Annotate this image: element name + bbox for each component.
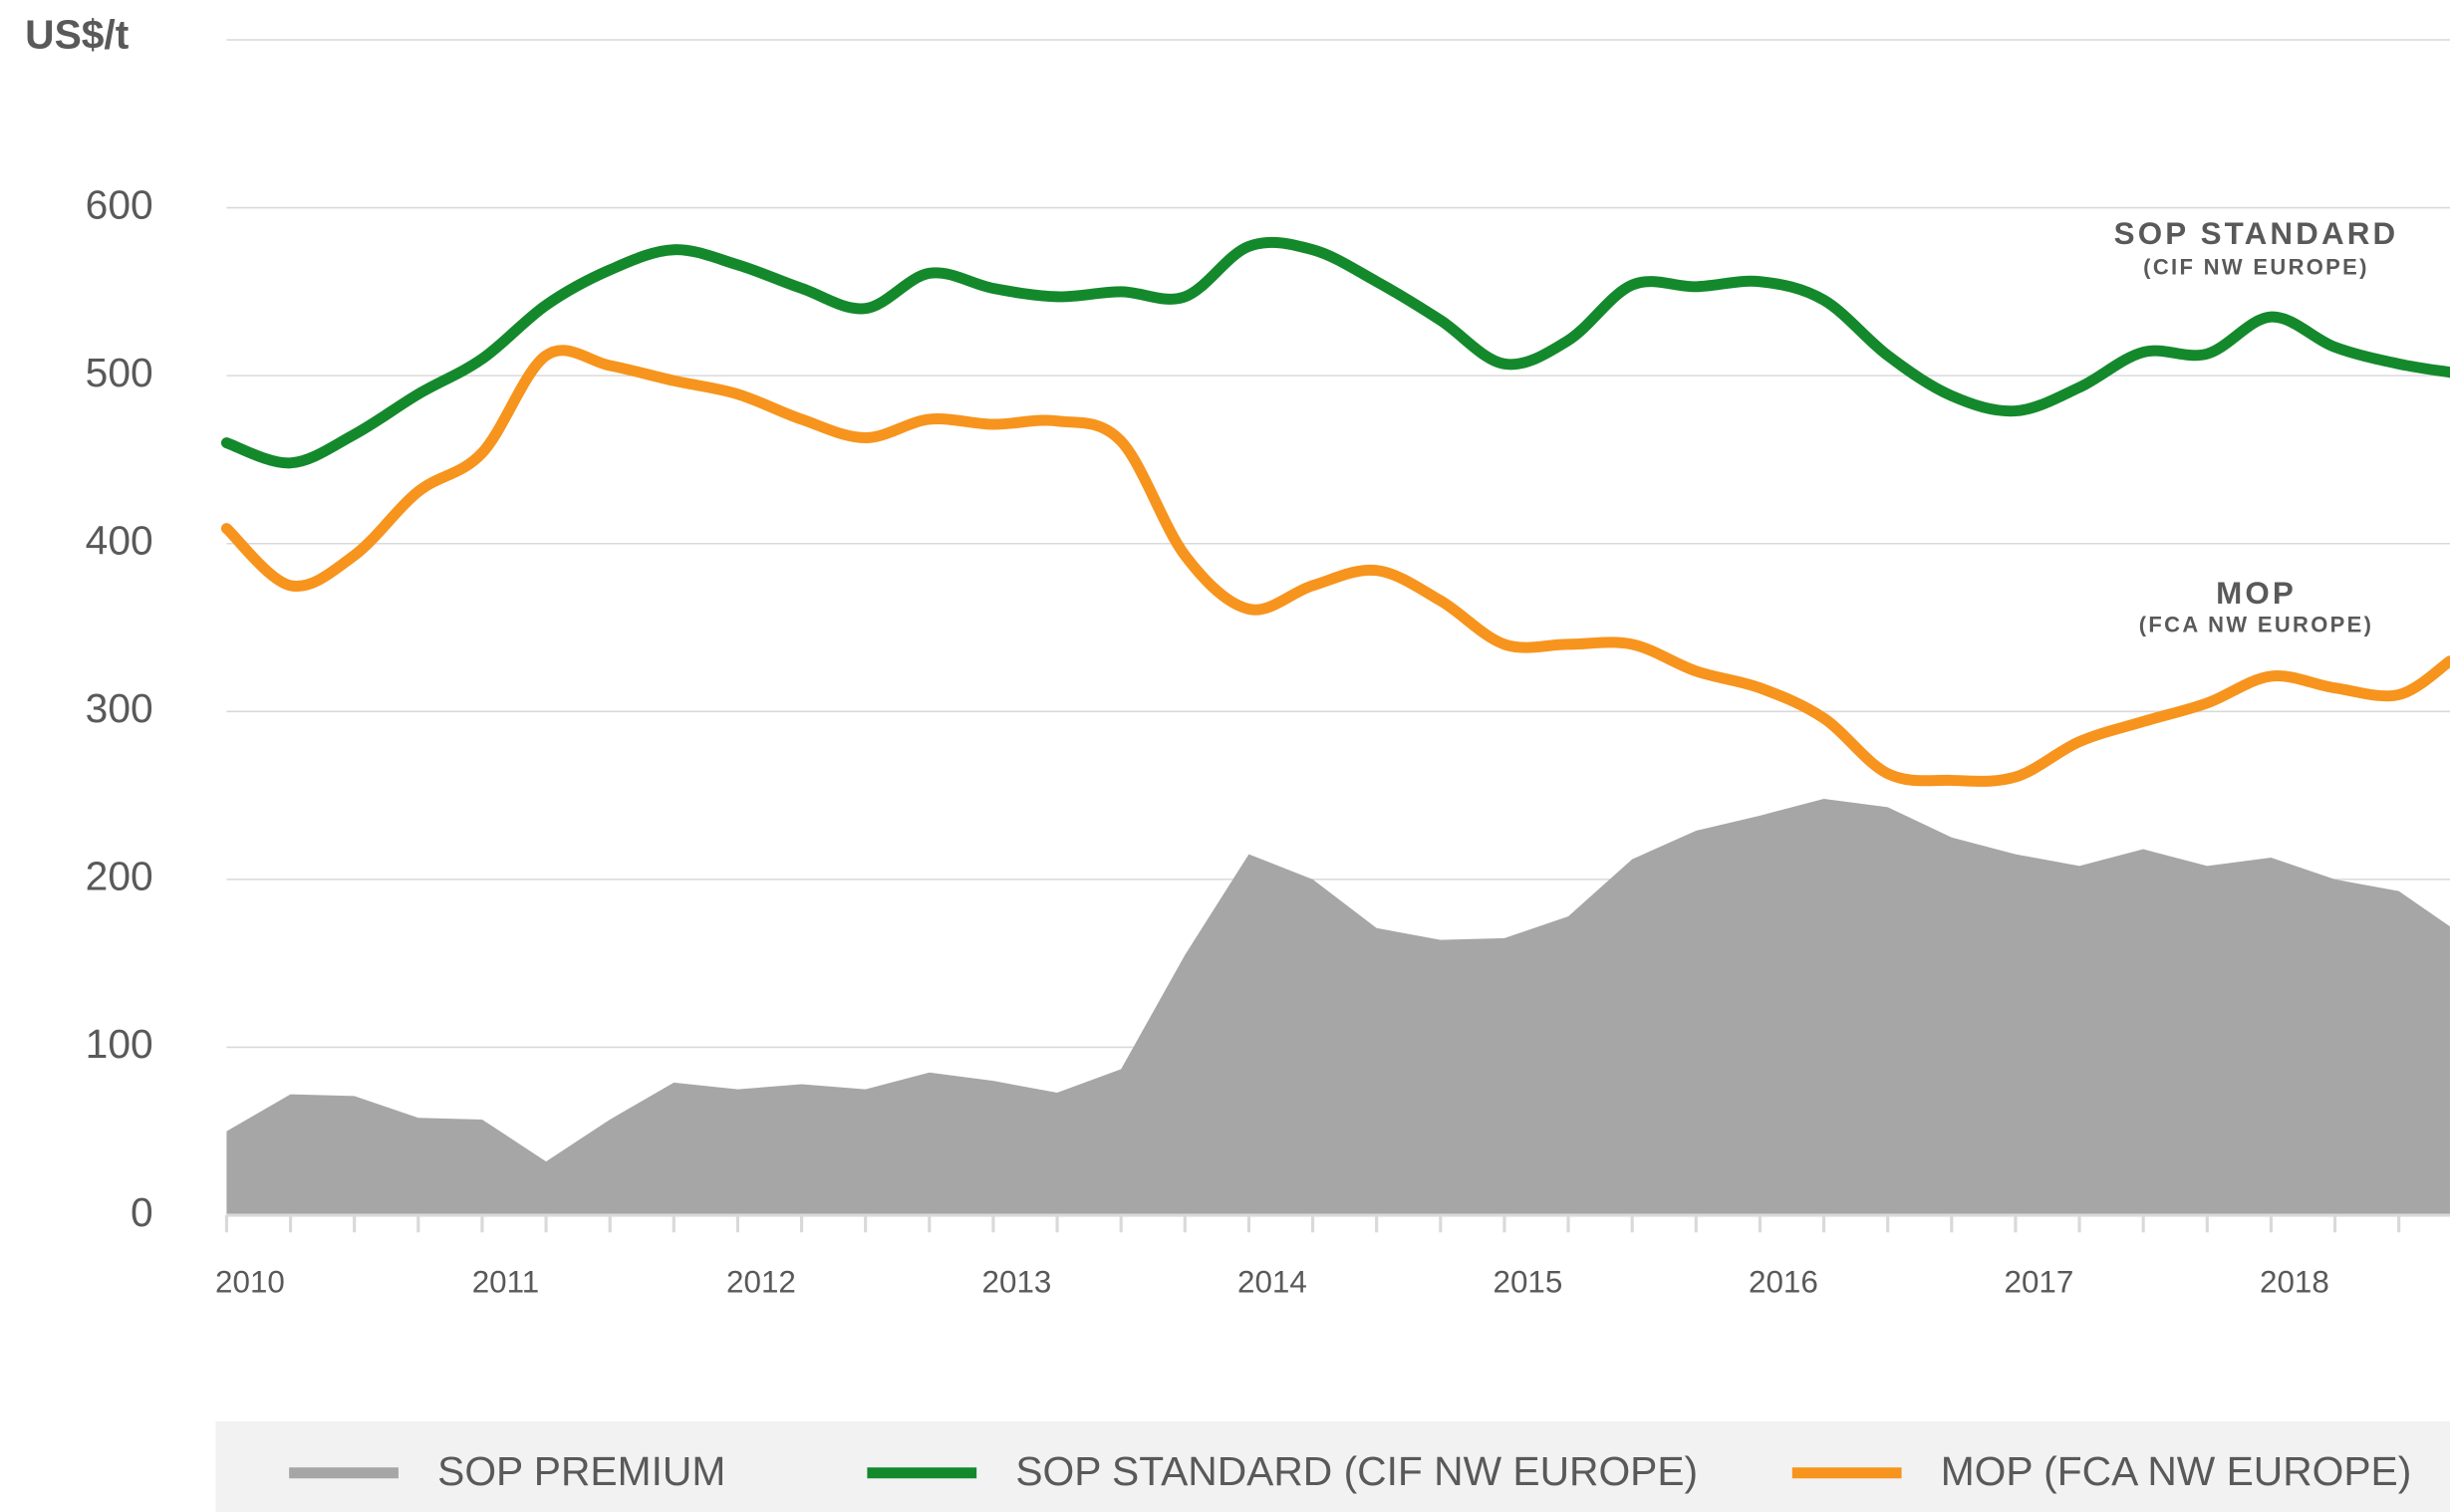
annotation-title: MOP <box>2216 576 2297 611</box>
line <box>220 345 2450 787</box>
annotation-title: SOP STANDARD <box>2114 216 2399 251</box>
legend-background <box>215 1421 2450 1512</box>
x-tick-label: 2011 <box>472 1264 539 1299</box>
line <box>220 236 2450 469</box>
x-tick-label: 2016 <box>1749 1264 1818 1299</box>
y-tick-label: 400 <box>86 517 153 563</box>
y-axis-label: US$/t <box>25 11 130 57</box>
plot-area <box>220 39 2450 1216</box>
y-tick-label: 200 <box>86 854 153 899</box>
legend-label: SOP STANDARD (CIF NW EUROPE) <box>1015 1448 1698 1494</box>
annotation-subtitle: (FCA NW EUROPE) <box>2139 613 2374 637</box>
y-tick-label: 600 <box>86 181 153 227</box>
x-tick-label: 2017 <box>2005 1264 2074 1299</box>
y-tick-label: 100 <box>86 1021 153 1067</box>
annotation-subtitle: (CIF NW EUROPE) <box>2143 255 2369 280</box>
legend-label: SOP PREMIUM <box>437 1448 725 1494</box>
y-tick-label: 500 <box>86 350 153 395</box>
x-tick-label: 2012 <box>726 1264 796 1299</box>
x-tick-label: 2013 <box>982 1264 1052 1299</box>
y-tick-label: 300 <box>86 685 153 731</box>
area <box>226 798 2450 1216</box>
y-tick-label: 0 <box>131 1189 153 1235</box>
x-tick-label: 2018 <box>2260 1264 2329 1299</box>
x-tick-label: 2014 <box>1237 1264 1307 1299</box>
legend-label: MOP (FCA NW EUROPE) <box>1941 1448 2412 1494</box>
x-tick-label: 2015 <box>1494 1264 1563 1299</box>
x-tick-label: 2010 <box>215 1264 285 1299</box>
